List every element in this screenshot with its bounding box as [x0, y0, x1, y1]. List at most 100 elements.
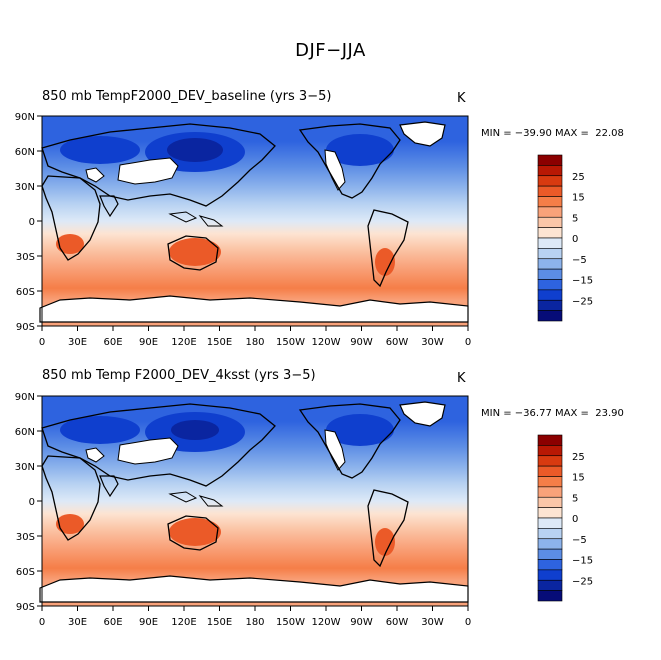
colorbar-label: 25 — [572, 452, 585, 463]
panel-1-variable: 850 mb Temp — [42, 89, 131, 104]
colorbar-swatch — [537, 237, 563, 249]
colorbar-swatch — [537, 569, 563, 581]
lon-tick-label: 120W — [312, 337, 341, 348]
lon-tick-label: 30E — [68, 337, 87, 348]
colorbar-label: −5 — [572, 255, 587, 266]
colorbar-swatch — [537, 476, 563, 488]
colorbar-swatch — [537, 507, 563, 519]
colorbar-swatch — [537, 486, 563, 498]
panel-2-variable: 850 mb Temp — [42, 368, 131, 383]
lat-tick-label: 90S — [16, 322, 35, 333]
colorbar-label: 0 — [572, 514, 578, 525]
colorbar-swatch — [537, 289, 563, 301]
colorbar-label: −25 — [572, 576, 593, 587]
colorbar-swatch — [537, 496, 563, 508]
colorbars: 25 15 5 0 −5 −15 −25 25 15 5 0 −5 −15 −25 — [537, 154, 593, 602]
lon-tick-label: 0 — [465, 337, 471, 348]
lon-tick-label: 150E — [207, 617, 232, 628]
lat-tick-label: 30S — [16, 252, 35, 263]
colorbar-swatch — [537, 279, 563, 291]
figure-title: DJF−JJA — [295, 40, 366, 61]
colorbar-swatch — [537, 579, 563, 591]
panel-1-map — [39, 115, 469, 327]
lon-tick-label: 120E — [171, 617, 196, 628]
colorbar-label: −25 — [572, 296, 593, 307]
lon-tick-label: 90W — [350, 337, 373, 348]
lon-tick-label: 30W — [421, 337, 444, 348]
lat-tick-label: 90S — [16, 602, 35, 613]
panel-1-units: K — [457, 91, 466, 106]
lon-tick-label: 180 — [245, 337, 264, 348]
colorbar-swatch — [537, 548, 563, 560]
lon-tick-label: 30W — [421, 617, 444, 628]
lat-tick-label: 90N — [15, 392, 35, 403]
colorbar-swatch — [537, 299, 563, 311]
colorbar-swatch — [537, 590, 563, 602]
colorbar-swatch — [537, 185, 563, 197]
lon-tick-label: 60E — [103, 617, 122, 628]
lon-tick-label: 150W — [276, 617, 305, 628]
lat-tick-label: 30S — [16, 532, 35, 543]
lon-tick-label: 0 — [39, 337, 45, 348]
colorbar-swatch — [537, 258, 563, 270]
lon-tick-label: 150E — [207, 337, 232, 348]
panel-2-minmax: MIN = −36.77 MAX = 23.90 — [481, 408, 624, 419]
lon-tick-label: 0 — [465, 617, 471, 628]
panel-1-title: 850 mb TempF2000_DEV_baseline (yrs 3−5) — [42, 89, 331, 104]
lat-tick-label: 60N — [15, 427, 35, 438]
panel-1-max: MAX = 22.08 — [555, 128, 624, 139]
colorbar-swatch — [537, 517, 563, 529]
colorbar-swatch — [537, 559, 563, 571]
colorbar-swatch — [537, 206, 563, 218]
lon-tick-label: 120W — [312, 617, 341, 628]
colorbar-label: −5 — [572, 535, 587, 546]
colorbar-swatch — [537, 175, 563, 187]
lat-tick-label: 0 — [29, 497, 35, 508]
panel-2-title: 850 mb Temp F2000_DEV_4ksst (yrs 3−5) — [42, 368, 316, 383]
lon-tick-label: 150W — [276, 337, 305, 348]
lat-tick-label: 60S — [16, 567, 35, 578]
colorbar-swatch — [537, 248, 563, 260]
panel-1-case: F2000_DEV_baseline (yrs 3−5) — [130, 89, 332, 104]
lon-tick-label: 120E — [171, 337, 196, 348]
colorbar-swatch — [537, 227, 563, 239]
colorbar-swatch — [537, 455, 563, 467]
lon-tick-label: 30E — [68, 617, 87, 628]
panel-2-case: F2000_DEV_4ksst (yrs 3−5) — [134, 368, 316, 383]
lat-tick-label: 30N — [15, 462, 35, 473]
panel-2-max: MAX = 23.90 — [555, 408, 624, 419]
panel-1-min: MIN = −39.90 — [481, 128, 552, 139]
colorbar-swatch — [537, 538, 563, 550]
lon-tick-label: 90E — [139, 617, 158, 628]
colorbar-label: 5 — [572, 213, 578, 224]
lat-tick-label: 30N — [15, 182, 35, 193]
colorbar-swatch — [537, 216, 563, 228]
colorbar-label: −15 — [572, 276, 593, 287]
lon-tick-label: 180 — [245, 617, 264, 628]
lat-tick-label: 60S — [16, 287, 35, 298]
colorbar-swatch — [537, 310, 563, 322]
colorbar-label: −15 — [572, 556, 593, 567]
lon-tick-label: 60W — [386, 337, 409, 348]
colorbar-label: 0 — [572, 234, 578, 245]
lat-tick-label: 60N — [15, 147, 35, 158]
lon-tick-label: 60W — [386, 617, 409, 628]
lon-tick-label: 90E — [139, 337, 158, 348]
colorbar-label: 5 — [572, 493, 578, 504]
lon-tick-label: 90W — [350, 617, 373, 628]
colorbar-swatch — [537, 445, 563, 457]
panel-2-units: K — [457, 371, 466, 386]
panel-2-min: MIN = −36.77 — [481, 408, 552, 419]
colorbar-swatch — [537, 528, 563, 540]
panel-1-minmax: MIN = −39.90 MAX = 22.08 — [481, 128, 624, 139]
colorbar-swatch — [537, 154, 563, 166]
colorbar-swatch — [537, 268, 563, 280]
colorbar-swatch — [537, 434, 563, 446]
colorbar-swatch — [537, 465, 563, 477]
colorbar-label: 25 — [572, 172, 585, 183]
colorbar-label: 15 — [572, 193, 585, 204]
lat-tick-label: 90N — [15, 112, 35, 123]
colorbar-label: 15 — [572, 473, 585, 484]
lat-tick-label: 0 — [29, 217, 35, 228]
